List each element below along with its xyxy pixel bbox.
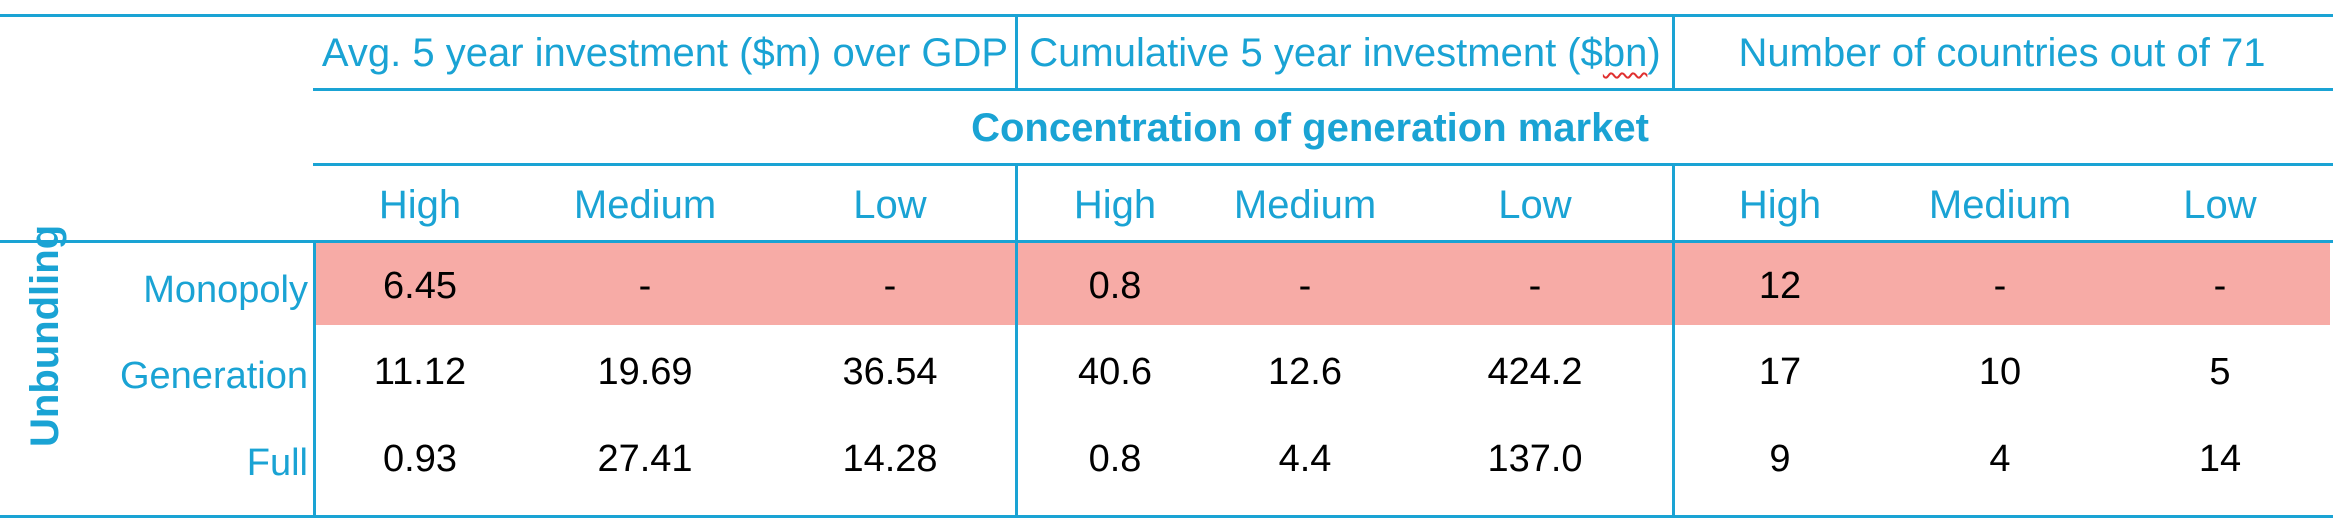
column-header-high-1: High (378, 183, 462, 227)
cell-full-0: 0.93 (383, 438, 457, 480)
column-header-high-2: High (1073, 183, 1157, 227)
rule-row-label-separator (313, 240, 316, 518)
row-label-generation: Generation (119, 355, 308, 397)
rule-group-separator-2 (1672, 14, 1675, 91)
cell-monopoly-7: - (1993, 265, 2007, 307)
rule-top (0, 14, 2333, 17)
column-header-high-3: High (1738, 183, 1822, 227)
cell-generation-4: 12.6 (1268, 351, 1342, 393)
cell-monopoly-6: 12 (1758, 265, 1802, 307)
cell-generation-0: 11.12 (373, 351, 467, 393)
row-label-monopoly: Monopoly (143, 269, 308, 311)
cell-full-6: 9 (1769, 438, 1791, 480)
group-header-cumulative-investment: Cumulative 5 year investment ($bn) (1029, 31, 1661, 75)
cell-generation-8: 5 (2209, 351, 2231, 393)
group-header-number-of-countries: Number of countries out of 71 (1738, 31, 2266, 75)
cell-full-7: 4 (1989, 438, 2011, 480)
column-header-medium-2: Medium (1233, 183, 1377, 227)
cell-full-4: 4.4 (1278, 438, 1332, 480)
cell-full-8: 14 (2198, 438, 2242, 480)
cell-generation-7: 10 (1978, 351, 2022, 393)
rule-group-separator-1 (1015, 14, 1018, 91)
group-header-avg-investment: Avg. 5 year investment ($m) over GDP (321, 31, 1009, 75)
cell-monopoly-5: - (1528, 265, 1542, 307)
cell-full-3: 0.8 (1088, 438, 1142, 480)
highlight-row-monopoly (314, 243, 2330, 325)
subheader-concentration: Concentration of generation market (971, 106, 1649, 150)
column-header-low-2: Low (1498, 183, 1572, 227)
cell-full-2: 14.28 (842, 438, 938, 480)
cell-generation-5: 424.2 (1487, 351, 1583, 393)
column-header-low-1: Low (853, 183, 927, 227)
cell-generation-3: 40.6 (1078, 351, 1152, 393)
rule-under-column-headers (0, 240, 2333, 243)
rule-group-separator-1-lower (1015, 163, 1018, 518)
column-header-low-3: Low (2183, 183, 2257, 227)
column-header-medium-3: Medium (1928, 183, 2072, 227)
cell-generation-2: 36.54 (842, 351, 938, 393)
rule-group-separator-2-lower (1672, 163, 1675, 518)
cell-monopoly-2: - (883, 265, 897, 307)
rule-bottom (0, 515, 2333, 518)
cell-full-5: 137.0 (1487, 438, 1583, 480)
cell-monopoly-4: - (1298, 265, 1312, 307)
cell-generation-6: 17 (1758, 351, 1802, 393)
cell-monopoly-8: - (2213, 265, 2227, 307)
row-label-full: Full (246, 442, 308, 484)
cell-full-1: 27.41 (597, 438, 693, 480)
rule-under-subheader (313, 163, 2333, 166)
rule-under-group-headers (313, 88, 2333, 91)
row-group-label-unbundling: Unbundling (23, 224, 67, 447)
cell-monopoly-3: 0.8 (1088, 265, 1142, 307)
cell-monopoly-1: - (638, 265, 652, 307)
column-header-medium-1: Medium (573, 183, 717, 227)
cell-generation-1: 19.69 (597, 351, 693, 393)
cell-monopoly-0: 6.45 (383, 265, 457, 307)
